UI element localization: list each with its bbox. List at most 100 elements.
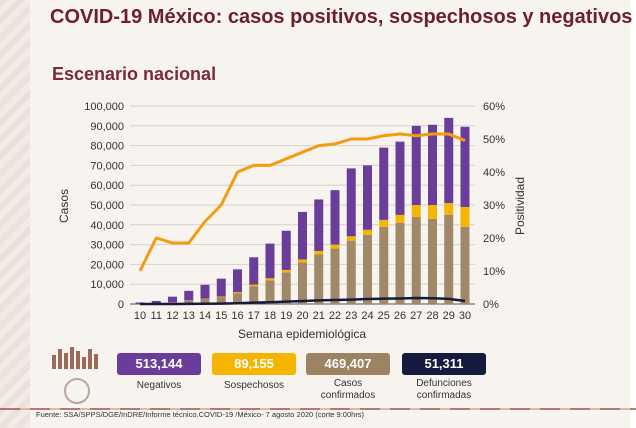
bar-negative <box>298 211 307 260</box>
bar-suspected <box>395 214 405 223</box>
suspected-label: Sospechosos <box>223 380 285 391</box>
bar-confirmed <box>395 222 405 304</box>
bar-confirmed <box>281 272 291 304</box>
bar-suspected <box>444 203 454 215</box>
bar-confirmed <box>314 254 324 304</box>
bar-confirmed <box>298 262 307 304</box>
bar-suspected <box>249 284 259 287</box>
x-tick-label: 19 <box>280 310 292 322</box>
bar-suspected <box>314 250 324 255</box>
line-deaths <box>139 296 466 306</box>
deaths-label-2: confirmadas <box>416 390 472 401</box>
confirmed-label-1: Casos <box>333 378 363 389</box>
bar-confirmed <box>216 297 226 304</box>
y2-tick-label: 60% <box>483 101 505 113</box>
bar-suspected <box>216 296 226 298</box>
negatives-label: Negativos <box>136 380 182 391</box>
bar-negative <box>314 199 324 251</box>
bar-suspected <box>411 205 421 217</box>
bar-confirmed <box>444 214 454 304</box>
bar-confirmed <box>428 218 437 304</box>
x-tick-label: 17 <box>248 310 260 322</box>
y2-tick-label: 50% <box>483 134 505 146</box>
y-tick-label: 70,000 <box>90 160 124 172</box>
bar-suspected <box>330 244 340 249</box>
x-tick-label: 20 <box>296 310 308 322</box>
bar-suspected <box>379 219 389 227</box>
bar-negative <box>428 124 437 205</box>
x-tick-label: 18 <box>264 310 276 322</box>
bar-negative <box>363 165 372 230</box>
confirmed-badge: 469,407 <box>306 353 390 375</box>
bar-confirmed <box>460 226 470 304</box>
y-tick-label: 60,000 <box>90 180 124 192</box>
x-tick-label: 13 <box>183 310 195 322</box>
x-tick-label: 26 <box>394 310 406 322</box>
deaths-badge: 51,311 <box>402 353 486 375</box>
bar-confirmed <box>411 216 421 304</box>
x-axis-ticks: 10 11 12 13 14 15 16 17 18 19 20 21 22 23 24 25 26 27 28 29… <box>134 310 471 322</box>
bar-negative <box>281 230 291 270</box>
bar-suspected <box>346 236 356 241</box>
bar-negative <box>200 284 210 299</box>
chart-lines <box>138 132 466 306</box>
bar-negative <box>168 296 177 303</box>
source-footer: Fuente: SSA/SPPS/DGE/InDRE/Informe técni… <box>36 410 365 419</box>
x-tick-label: 23 <box>345 310 357 322</box>
y2-tick-label: 10% <box>483 266 505 278</box>
y-tick-label: 30,000 <box>90 240 124 252</box>
decorative-pattern <box>0 0 30 428</box>
bar-negative <box>184 290 194 301</box>
y2-tick-label: 20% <box>483 233 505 245</box>
bar-suspected <box>298 259 307 263</box>
y2-axis-ticks: 0% 10% 20% 30% 40% 50% 60% <box>483 101 505 311</box>
y-tick-label: 80,000 <box>90 141 124 153</box>
x-tick-label: 15 <box>215 310 227 322</box>
bar-negative <box>411 125 421 205</box>
x-tick-label: 14 <box>199 310 211 322</box>
suspected-badge: 89,155 <box>212 353 296 375</box>
edge-strip <box>630 0 636 428</box>
line-positivity <box>138 132 466 272</box>
x-tick-label: 28 <box>426 310 438 322</box>
x-tick-label: 10 <box>134 310 146 322</box>
decorative-band <box>0 408 636 410</box>
decorative-figures <box>52 345 98 369</box>
y-tick-label: 90,000 <box>90 121 124 133</box>
y-tick-label: 0 <box>118 299 124 311</box>
page-subtitle: Escenario nacional <box>52 64 217 84</box>
x-tick-label: 16 <box>231 310 243 322</box>
bar-negative <box>233 269 242 293</box>
bar-suspected <box>233 292 242 294</box>
bar-confirmed <box>233 293 242 304</box>
x-tick-label: 25 <box>378 310 390 322</box>
bar-confirmed <box>249 286 259 304</box>
bar-confirmed <box>265 280 275 304</box>
x-tick-label: 29 <box>443 310 455 322</box>
chart-bars <box>135 117 470 304</box>
y2-tick-label: 30% <box>483 200 505 212</box>
page-title: COVID-19 México: casos positivos, sospec… <box>50 6 633 28</box>
bar-negative <box>444 117 454 204</box>
x-tick-label: 21 <box>313 310 325 322</box>
y-tick-label: 100,000 <box>84 101 124 113</box>
bar-confirmed <box>346 240 356 304</box>
bar-confirmed <box>184 300 194 304</box>
bar-suspected <box>265 278 275 281</box>
x-tick-label: 30 <box>459 310 471 322</box>
bar-suspected <box>428 205 437 219</box>
x-tick-label: 27 <box>410 310 422 322</box>
bar-confirmed <box>379 226 389 304</box>
bar-suspected <box>460 206 470 227</box>
x-axis-label: Semana epidemiológica <box>238 327 366 341</box>
x-tick-label: 12 <box>166 310 178 322</box>
x-tick-label: 24 <box>361 310 373 322</box>
bar-suspected <box>363 229 372 235</box>
confirmed-label-2: confirmados <box>320 390 376 401</box>
y-tick-label: 10,000 <box>90 279 124 291</box>
negatives-badge: 513,144 <box>117 353 201 375</box>
bar-negative <box>265 243 275 279</box>
seal-icon <box>64 378 90 404</box>
bar-negative <box>330 190 340 245</box>
